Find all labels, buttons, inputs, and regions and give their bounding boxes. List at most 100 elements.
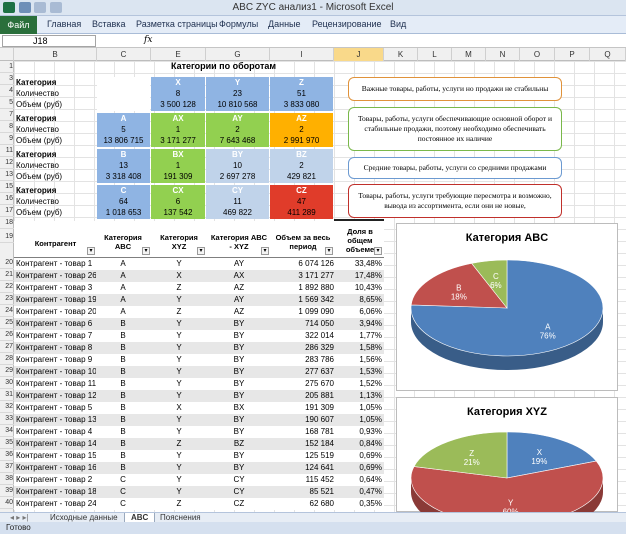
table-row[interactable]: Контрагент - товар 4 B Y BY 168 781 0,93%	[14, 426, 384, 438]
row-header[interactable]: 36	[0, 449, 14, 461]
category-cell[interactable]: Z 51 3 833 080	[270, 77, 333, 111]
excel-app-icon[interactable]	[3, 2, 15, 13]
row-header[interactable]: 9	[0, 133, 14, 145]
row-header[interactable]: 17	[0, 205, 14, 217]
table-row[interactable]: Контрагент - товар 14 B Z BZ 152 184 0,84%	[14, 438, 384, 450]
table-row[interactable]: Контрагент - товар 1 A Y AY 6 074 126 33,48%	[14, 258, 384, 270]
row-header[interactable]: 3	[0, 73, 14, 85]
category-cell[interactable]: AX 1 3 171 277	[151, 113, 205, 147]
row-header[interactable]: 40	[0, 497, 14, 509]
category-cell[interactable]	[97, 77, 150, 111]
category-cell[interactable]: BZ 2 429 821	[270, 149, 333, 183]
row-header[interactable]: 12	[0, 157, 14, 169]
tab-page-layout[interactable]: Разметка страницы	[136, 19, 218, 29]
category-cell[interactable]: X 8 3 500 128	[151, 77, 205, 111]
table-row[interactable]: Контрагент - товар 6 B Y BY 714 050 3,94%	[14, 318, 384, 330]
tab-insert[interactable]: Вставка	[92, 19, 126, 29]
col-header[interactable]: M	[452, 48, 486, 61]
tab-home[interactable]: Главная	[47, 19, 82, 29]
tab-nav-arrows[interactable]: ◂ ▸ ▸|	[10, 513, 29, 522]
category-cell[interactable]: A 5 13 806 715	[97, 113, 150, 147]
redo-icon[interactable]	[50, 2, 62, 13]
category-cell[interactable]: CY 11 469 822	[206, 185, 269, 219]
col-header[interactable]: Q	[590, 48, 626, 61]
row-header[interactable]: 32	[0, 401, 14, 413]
col-header[interactable]: E	[151, 48, 206, 61]
name-box[interactable]: J18	[2, 35, 96, 47]
row-header[interactable]: 13	[0, 169, 14, 181]
col-header[interactable]: J	[334, 48, 384, 61]
category-cell[interactable]: AY 2 7 643 468	[206, 113, 269, 147]
tab-data[interactable]: Данные	[268, 19, 301, 29]
filter-dropdown-icon[interactable]: ▾	[325, 247, 333, 255]
table-row[interactable]: Контрагент - товар 18 C Y CY 85 521 0,47%	[14, 486, 384, 498]
pie-slice-b[interactable]	[410, 263, 508, 309]
filter-dropdown-icon[interactable]: ▾	[87, 247, 95, 255]
pie-slice-c[interactable]	[471, 259, 508, 309]
category-cell[interactable]: CX 6 137 542	[151, 185, 205, 219]
table-row[interactable]: Контрагент - товар 7 B Y BY 322 014 1,77%	[14, 330, 384, 342]
row-header[interactable]: 11	[0, 145, 14, 157]
table-row[interactable]: Контрагент - товар 8 B Y BY 286 329 1,58%	[14, 342, 384, 354]
col-header[interactable]: N	[486, 48, 520, 61]
row-header[interactable]: 19	[0, 231, 14, 243]
row-header[interactable]: 35	[0, 437, 14, 449]
row-header[interactable]: 31	[0, 389, 14, 401]
tab-formulas[interactable]: Формулы	[219, 19, 259, 29]
category-cell[interactable]: AZ 2 2 991 970	[270, 113, 333, 147]
table-row[interactable]: Контрагент - товар 10 B Y BY 277 637 1,53%	[14, 366, 384, 378]
chart-xyz[interactable]: Категория XYZ X19%Y60%Z21%	[396, 397, 618, 517]
row-header[interactable]: 20	[0, 257, 14, 269]
table-row[interactable]: Контрагент - товар 3 A Z AZ 1 892 880 10,43%	[14, 282, 384, 294]
row-header[interactable]: 29	[0, 365, 14, 377]
pie-slice-z[interactable]	[413, 431, 508, 479]
col-header[interactable]: B	[14, 48, 97, 61]
file-tab[interactable]: Файл	[0, 16, 37, 34]
row-header[interactable]: 34	[0, 425, 14, 437]
row-header[interactable]: 1	[0, 61, 14, 73]
pie-slice-x[interactable]	[506, 431, 597, 479]
row-header[interactable]: 25	[0, 317, 14, 329]
chart-abc[interactable]: Категория ABC A 76% B 18% C 6%	[396, 223, 618, 391]
col-header[interactable]: C	[97, 48, 151, 61]
table-row[interactable]: Контрагент - товар 2 C Y CY 115 452 0,64%	[14, 474, 384, 486]
category-cell[interactable]: C 64 1 018 653	[97, 185, 150, 219]
table-row[interactable]: Контрагент - товар 5 B X BX 191 309 1,05%	[14, 402, 384, 414]
sheet-tab-source-data[interactable]: Исходные данные	[50, 513, 118, 522]
filter-dropdown-icon[interactable]: ▾	[142, 247, 150, 255]
row-header[interactable]: 39	[0, 485, 14, 497]
category-cell[interactable]: B 13 3 318 408	[97, 149, 150, 183]
filter-dropdown-icon[interactable]: ▾	[261, 247, 269, 255]
row-header[interactable]: 26	[0, 329, 14, 341]
tab-review[interactable]: Рецензирование	[312, 19, 382, 29]
fx-icon[interactable]: fx	[144, 35, 153, 45]
row-header[interactable]: 30	[0, 377, 14, 389]
row-header[interactable]: 27	[0, 341, 14, 353]
table-row[interactable]: Контрагент - товар 20 A Z AZ 1 099 090 6,06%	[14, 306, 384, 318]
row-header[interactable]: 18	[0, 217, 14, 229]
row-header[interactable]: 15	[0, 181, 14, 193]
table-row[interactable]: Контрагент - товар 26 A X AX 3 171 277 17,48%	[14, 270, 384, 282]
col-header[interactable]: L	[418, 48, 452, 61]
row-header[interactable]: 23	[0, 293, 14, 305]
pie-slice-a[interactable]	[410, 259, 604, 357]
table-row[interactable]: Контрагент - товар 11 B Y BY 275 670 1,52%	[14, 378, 384, 390]
filter-dropdown-icon[interactable]: ▾	[197, 247, 205, 255]
col-header[interactable]: K	[384, 48, 418, 61]
category-cell[interactable]: BY 10 2 697 278	[206, 149, 269, 183]
sheet-grid[interactable]: Категории по оборотам Категория Количеств…	[14, 61, 626, 517]
table-row[interactable]: Контрагент - товар 19 A Y AY 1 569 342 8,65%	[14, 294, 384, 306]
row-header[interactable]: 24	[0, 305, 14, 317]
row-header[interactable]: 21	[0, 269, 14, 281]
table-row[interactable]: Контрагент - товар 24 C Z CZ 62 680 0,35%	[14, 498, 384, 510]
col-header[interactable]: I	[270, 48, 334, 61]
row-header[interactable]: 28	[0, 353, 14, 365]
table-row[interactable]: Контрагент - товар 13 B Y BY 190 607 1,05%	[14, 414, 384, 426]
table-row[interactable]: Контрагент - товар 16 B Y BY 124 641 0,69%	[14, 462, 384, 474]
pie-slice-y[interactable]	[410, 460, 604, 517]
category-cell[interactable]: Y 23 10 810 568	[206, 77, 269, 111]
row-header[interactable]: 37	[0, 461, 14, 473]
category-cell[interactable]: BX 1 191 309	[151, 149, 205, 183]
col-header[interactable]: P	[555, 48, 590, 61]
select-all-corner[interactable]	[0, 48, 14, 61]
